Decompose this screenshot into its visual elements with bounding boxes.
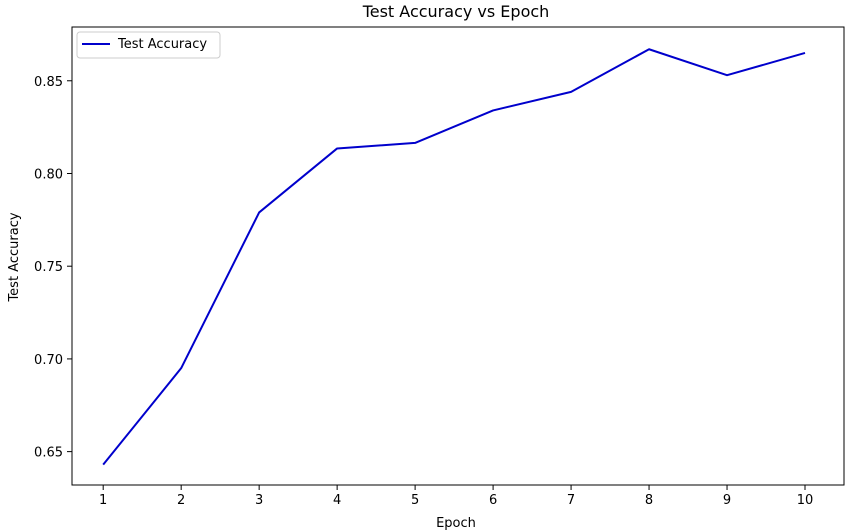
x-tick-label: 4 <box>333 493 341 508</box>
series-layer <box>102 48 806 466</box>
legend-label-test-accuracy: Test Accuracy <box>117 37 207 52</box>
x-tick-label: 10 <box>797 493 814 508</box>
x-tick-label: 9 <box>723 493 731 508</box>
series-line-0 <box>102 48 806 466</box>
y-axis-label: Test Accuracy <box>7 212 22 302</box>
y-tick-label: 0.65 <box>34 446 63 461</box>
x-tick-label: 6 <box>489 493 497 508</box>
legend-box <box>76 31 221 59</box>
x-tick-label: 1 <box>99 493 107 508</box>
chart-title: Test Accuracy vs Epoch <box>362 2 550 21</box>
y-tick-label: 0.80 <box>34 167 63 182</box>
legend: Test Accuracy <box>76 31 221 59</box>
y-tick-label: 0.85 <box>34 75 63 90</box>
x-axis-ticks: 1 2 3 4 5 6 7 8 9 10 <box>99 485 813 508</box>
x-tick-label: 7 <box>567 493 575 508</box>
x-tick-label: 3 <box>255 493 263 508</box>
plot-area <box>71 26 845 486</box>
y-axis-ticks: 0.65 0.70 0.75 0.80 0.85 <box>34 75 72 461</box>
y-tick-label: 0.75 <box>34 260 63 275</box>
y-tick-label: 0.70 <box>34 353 63 368</box>
x-axis-label: Epoch <box>436 516 476 531</box>
x-tick-label: 2 <box>177 493 185 508</box>
x-tick-label: 5 <box>411 493 419 508</box>
x-tick-label: 8 <box>645 493 653 508</box>
